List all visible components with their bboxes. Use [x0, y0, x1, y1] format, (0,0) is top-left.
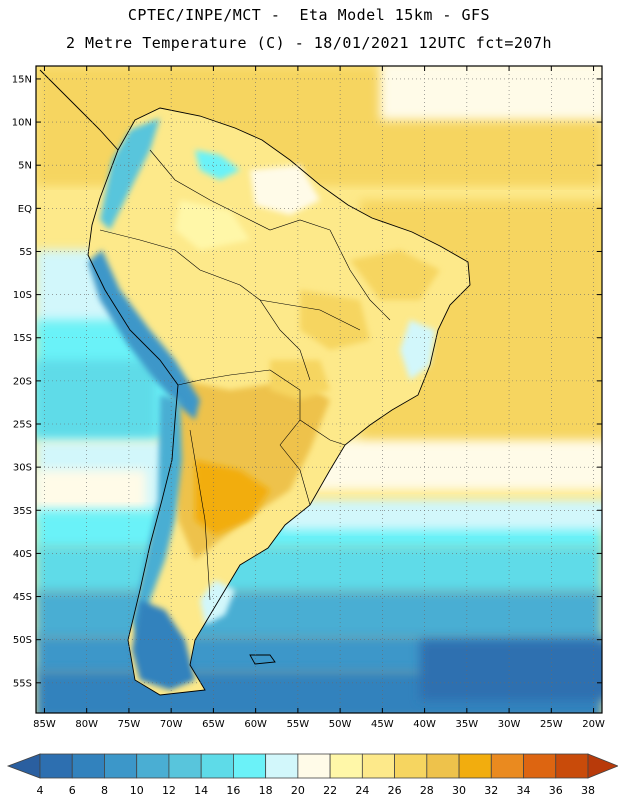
colorbar-swatch: [523, 753, 557, 779]
colorbar-over-arrow: [587, 753, 618, 779]
lon-tick-label: 75W: [118, 719, 141, 730]
lon-tick-label: 30W: [498, 719, 521, 730]
colorbar-label: 14: [194, 784, 208, 797]
colorbar-label: 38: [581, 784, 595, 797]
colorbar-label: 6: [69, 784, 76, 797]
colorbar-label: 32: [484, 784, 498, 797]
lon-tick-label: 45W: [371, 719, 394, 730]
lon-tick-label: 25W: [540, 719, 563, 730]
lat-tick-label: 10N: [12, 118, 32, 129]
lat-tick-label: 50S: [13, 635, 32, 646]
colorbar-swatch: [394, 753, 428, 779]
lon-tick-label: 20W: [582, 719, 605, 730]
colorbar-swatch: [39, 753, 73, 779]
lat-tick-label: 5N: [18, 161, 32, 172]
colorbar-label: 24: [355, 784, 369, 797]
lon-tick-label: 35W: [456, 719, 479, 730]
longitude-labels: 85W 80W 75W 70W 65W 60W 55W 50W 45W 40W 35W 30W 25W 2…: [33, 719, 605, 730]
lon-tick-label: 85W: [33, 719, 56, 730]
colorbar-swatch: [426, 753, 460, 779]
colorbar-label: 30: [452, 784, 466, 797]
colorbar-label: 20: [291, 784, 305, 797]
country-borders: [99, 149, 391, 601]
map-title: CPTEC/INPE/MCT - Eta Model 15km - GFS: [127, 6, 491, 24]
lon-tick-label: 80W: [75, 719, 98, 730]
lon-tick-label: 60W: [244, 719, 267, 730]
colorbar-swatch: [490, 753, 524, 779]
map-subtitle: 2 Metre Temperature (C) - 18/01/2021 12U…: [65, 34, 553, 52]
colorbar-label: 12: [162, 784, 176, 797]
colorbar-label: 22: [323, 784, 337, 797]
lat-tick-label: 10S: [13, 290, 32, 301]
axis-ticks: [36, 66, 602, 713]
lat-tick-label: 35S: [13, 506, 32, 517]
colorbar-swatch: [200, 753, 234, 779]
lon-tick-label: 55W: [287, 719, 310, 730]
lon-tick-label: 70W: [160, 719, 183, 730]
colorbar-under-arrow: [6, 753, 41, 779]
map-frame: [35, 65, 603, 714]
colorbar-label: 4: [37, 784, 44, 797]
lat-tick-label: 15N: [12, 74, 32, 85]
lat-tick-label: 15S: [13, 333, 32, 344]
colorbar-swatch: [265, 753, 299, 779]
colorbar-swatch: [329, 753, 363, 779]
colorbar-label: 16: [226, 784, 240, 797]
colorbar-swatch: [104, 753, 138, 779]
colorbar-swatch: [555, 753, 589, 779]
lat-tick-label: 25S: [13, 420, 32, 431]
colorbar-label: 34: [517, 784, 531, 797]
colorbar-label: 8: [101, 784, 108, 797]
temperature-field: [36, 66, 602, 713]
colorbar-swatch: [136, 753, 170, 779]
colorbar-label: 36: [549, 784, 563, 797]
lat-tick-label: 5S: [19, 247, 32, 258]
lat-tick-label: 20S: [13, 376, 32, 387]
lat-tick-label: 55S: [13, 678, 32, 689]
colorbar-swatch: [71, 753, 105, 779]
colorbar-label: 10: [130, 784, 144, 797]
lon-tick-label: 40W: [413, 719, 436, 730]
lat-tick-label: 45S: [13, 592, 32, 603]
latitude-labels: 15N 10N 5N EQ 5S 10S 15S 20S 25S 30S 35S 40S 45S 50S 5…: [12, 74, 32, 689]
colorbar-swatch: [297, 753, 331, 779]
colorbar-label: 28: [420, 784, 434, 797]
lat-tick-label: EQ: [18, 204, 32, 215]
lon-tick-label: 50W: [329, 719, 352, 730]
colorbar-label: 26: [388, 784, 402, 797]
lon-tick-label: 65W: [202, 719, 225, 730]
colorbar-label: 18: [259, 784, 273, 797]
colorbar-swatch: [458, 753, 492, 779]
lat-tick-label: 30S: [13, 463, 32, 474]
colorbar-swatch: [168, 753, 202, 779]
colorbar-swatch: [233, 753, 267, 779]
colorbar: 4 6 8 10 12 14 16 18 20 22 24 26 28 30 32 34 36 38: [6, 753, 618, 797]
lat-tick-label: 40S: [13, 549, 32, 560]
colorbar-swatch: [361, 753, 395, 779]
